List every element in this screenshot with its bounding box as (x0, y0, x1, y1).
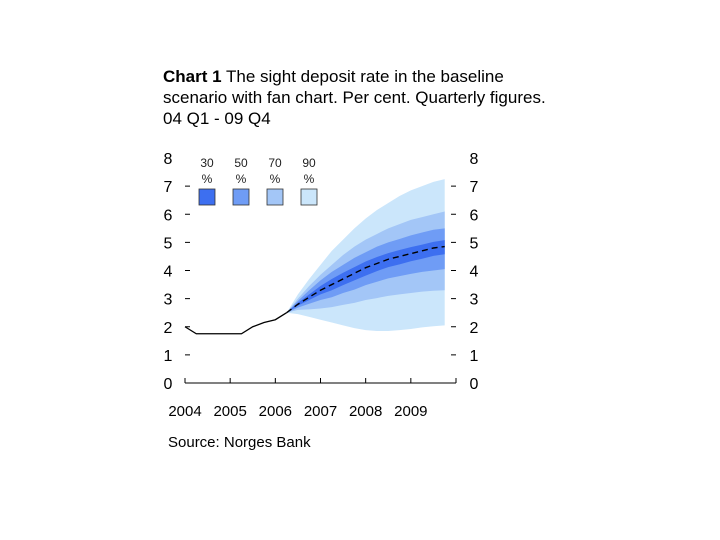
y-tick-label-right: 0 (470, 376, 479, 393)
legend-label: 70 (268, 156, 282, 170)
x-tick-label: 2009 (394, 403, 427, 420)
y-tick-label-left: 6 (164, 207, 173, 224)
y-tick-label-left: 2 (164, 320, 173, 337)
legend-label: 50 (234, 156, 248, 170)
chart-title: Chart 1 The sight deposit rate in the ba… (163, 66, 563, 129)
y-tick-label-right: 2 (470, 320, 479, 337)
y-tick-label-left: 8 (164, 151, 173, 168)
source-note: Source: Norges Bank (168, 434, 311, 451)
baseline-line (286, 245, 445, 314)
y-tick-label-left: 1 (164, 348, 173, 365)
legend-unit: % (202, 172, 213, 186)
y-tick-label-right: 7 (470, 179, 479, 196)
fan-bands (286, 179, 445, 331)
legend-item-90: 90% (300, 156, 318, 206)
legend-swatch (300, 188, 318, 206)
legend-unit: % (270, 172, 281, 186)
x-tick-label: 2008 (349, 403, 382, 420)
history-line (184, 312, 287, 335)
rate-lines (184, 245, 445, 335)
y-tick-label-right: 8 (470, 151, 479, 168)
legend-unit: % (236, 172, 247, 186)
y-tick-label-left: 3 (164, 292, 173, 309)
legend-item-70: 70% (266, 156, 284, 206)
legend-unit: % (304, 172, 315, 186)
chart-legend: 30%50%70%90% (198, 156, 318, 206)
legend-item-30: 30% (198, 156, 216, 206)
y-tick-label-left: 5 (164, 235, 173, 252)
chart-axes: 0 0 1 1 2 2 3 3 4 4 5 5 6 6 7 7 8 8 2004 2005 2006 2007 2008 20… (164, 151, 479, 420)
y-tick-label-right: 3 (470, 292, 479, 309)
legend-label: 30 (200, 156, 214, 170)
y-tick-label-right: 1 (470, 348, 479, 365)
band-30 (286, 240, 445, 313)
x-tick-label: 2004 (168, 403, 201, 420)
legend-label: 90 (302, 156, 316, 170)
y-tick-label-left: 0 (164, 376, 173, 393)
x-tick-label: 2007 (304, 403, 337, 420)
chart-title-text: The sight deposit rate in the baseline s… (163, 67, 546, 128)
y-tick-label-left: 4 (164, 264, 173, 281)
legend-swatch (232, 188, 250, 206)
x-tick-label: 2005 (213, 403, 246, 420)
y-tick-label-right: 4 (470, 264, 479, 281)
y-tick-label-left: 7 (164, 179, 173, 196)
y-tick-label-right: 5 (470, 235, 479, 252)
legend-swatch (266, 188, 284, 206)
legend-swatch (198, 188, 216, 206)
legend-item-50: 50% (232, 156, 250, 206)
chart-number: Chart 1 (163, 67, 222, 86)
x-tick-label: 2006 (259, 403, 292, 420)
y-tick-label-right: 6 (470, 207, 479, 224)
